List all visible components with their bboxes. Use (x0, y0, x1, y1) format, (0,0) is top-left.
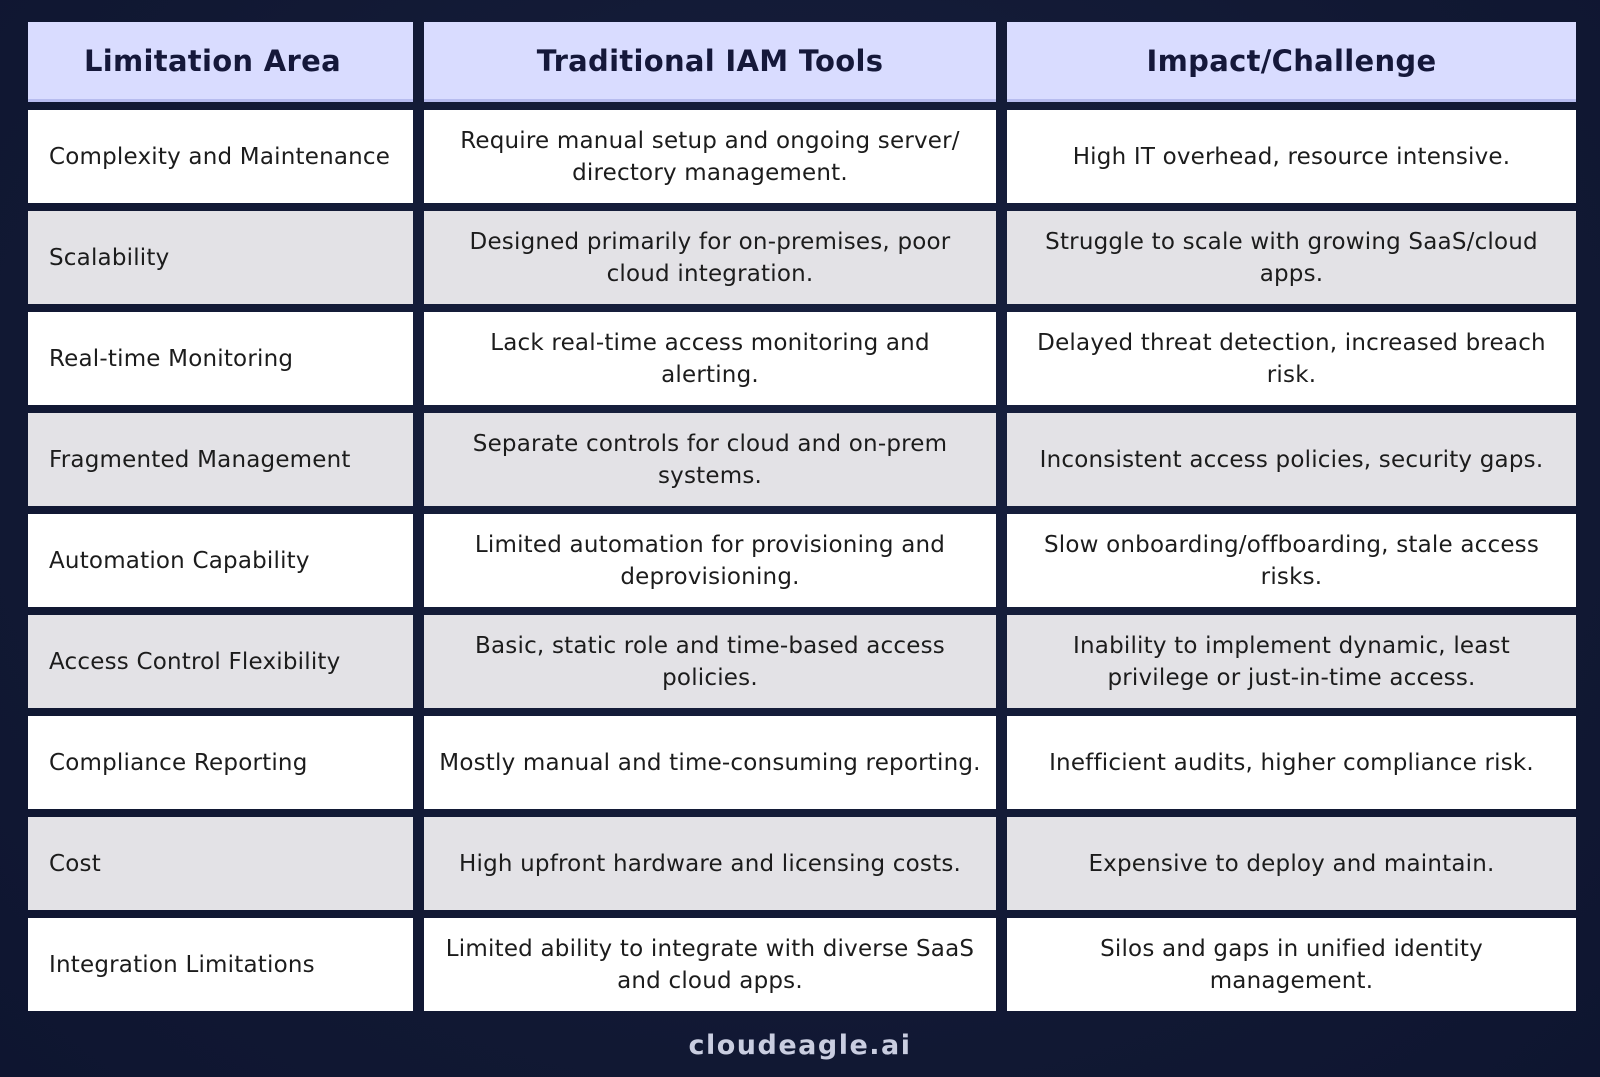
row-3-traditional-iam-tools: Lack real-time access monitoring and ale… (424, 312, 996, 405)
header-impact-challenge: Impact/Challenge (1007, 22, 1576, 102)
cloudeagle-logo: cloudeagle.ai (688, 1030, 912, 1061)
row-2-impact-challenge: Struggle to scale with growing SaaS/clou… (1007, 211, 1576, 304)
row-2-traditional-iam-tools: Designed primarily for on-premises, poor… (424, 211, 996, 304)
row-1-limitation-area: Complexity and Maintenance (28, 110, 413, 203)
row-5-limitation-area: Automation Capability (28, 514, 413, 607)
row-9-impact-challenge: Silos and gaps in unified identity manag… (1007, 918, 1576, 1011)
row-5-impact-challenge: Slow onboarding/offboarding, stale acces… (1007, 514, 1576, 607)
header-limitation-area: Limitation Area (28, 22, 413, 102)
row-3-limitation-area: Real-time Monitoring (28, 312, 413, 405)
row-6-limitation-area: Access Control Flexibility (28, 615, 413, 708)
row-7-impact-challenge: Inefficient audits, higher compliance ri… (1007, 716, 1576, 809)
row-4-impact-challenge: Inconsistent access policies, security g… (1007, 413, 1576, 506)
row-3-impact-challenge: Delayed threat detection, increased brea… (1007, 312, 1576, 405)
row-7-traditional-iam-tools: Mostly manual and time-consuming reporti… (424, 716, 996, 809)
row-5-traditional-iam-tools: Limited automation for provisioning and … (424, 514, 996, 607)
row-7-limitation-area: Compliance Reporting (28, 716, 413, 809)
row-1-traditional-iam-tools: Require manual setup and ongoing server/… (424, 110, 996, 203)
row-9-limitation-area: Integration Limitations (28, 918, 413, 1011)
row-2-limitation-area: Scalability (28, 211, 413, 304)
row-4-traditional-iam-tools: Separate controls for cloud and on-prem … (424, 413, 996, 506)
row-8-impact-challenge: Expensive to deploy and maintain. (1007, 817, 1576, 910)
row-6-traditional-iam-tools: Basic, static role and time-based access… (424, 615, 996, 708)
header-traditional-iam-tools: Traditional IAM Tools (424, 22, 996, 102)
row-8-limitation-area: Cost (28, 817, 413, 910)
limitations-table: Limitation Area Traditional IAM Tools Im… (28, 22, 1576, 1011)
row-8-traditional-iam-tools: High upfront hardware and licensing cost… (424, 817, 996, 910)
row-4-limitation-area: Fragmented Management (28, 413, 413, 506)
row-9-traditional-iam-tools: Limited ability to integrate with divers… (424, 918, 996, 1011)
row-6-impact-challenge: Inability to implement dynamic, least pr… (1007, 615, 1576, 708)
row-1-impact-challenge: High IT overhead, resource intensive. (1007, 110, 1576, 203)
